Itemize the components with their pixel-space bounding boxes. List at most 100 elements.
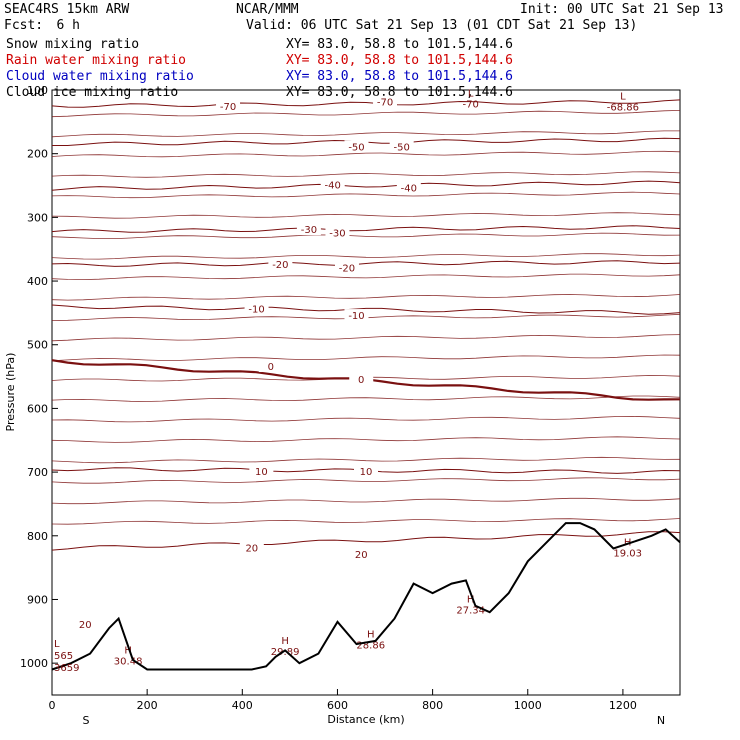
field-xy-1: XY= 83.0, 58.8 to 101.5,144.6 — [286, 53, 513, 68]
contour-line-minor — [51, 294, 681, 301]
y-tick-label: 800 — [27, 530, 48, 543]
x-tick-label: 1000 — [514, 699, 542, 712]
contour-line-m70 — [51, 99, 681, 108]
contour-line-minor — [51, 171, 681, 178]
north-label: N — [657, 714, 665, 727]
contour-label: -50 — [348, 142, 364, 153]
contour-label: -10 — [348, 311, 364, 322]
x-tick-label: 200 — [137, 699, 158, 712]
contour-label-bg — [73, 617, 98, 630]
header-init: Init: 00 UTC Sat 21 Sep 13 — [520, 2, 724, 17]
y-tick-label: 100 — [27, 84, 48, 97]
contour-line-minor — [51, 130, 680, 138]
field-name-3: Cloud ice mixing ratio — [6, 85, 178, 100]
contour-line-minor — [51, 253, 681, 260]
y-tick-label: 300 — [27, 211, 48, 224]
contour-label: -40 — [401, 184, 417, 195]
contour-label: 20 — [79, 620, 92, 631]
contour-label-bg — [334, 261, 359, 274]
contour-label-bg — [258, 360, 283, 373]
extremum-value: -70 — [462, 99, 478, 110]
field-legend: Snow mixing ratio XY= 83.0, 58.8 to 101.5… — [6, 37, 513, 100]
contour-line-minor — [51, 415, 681, 423]
south-label: S — [83, 714, 90, 727]
contour-label: -20 — [339, 263, 355, 274]
field-xy-0: XY= 83.0, 58.8 to 101.5,144.6 — [286, 37, 513, 52]
contour-line-m40 — [51, 180, 681, 191]
contour-line-minor — [51, 477, 681, 484]
header-fcst-value: 6 h — [57, 18, 80, 33]
y-tick-label: 900 — [27, 593, 48, 606]
extremum-type: H — [467, 595, 475, 606]
contour-label: -70 — [377, 98, 393, 109]
contour-line-minor — [51, 212, 681, 219]
contour-label: 0 — [358, 375, 364, 386]
extremum-value: 30.48 — [114, 657, 143, 668]
x-tick-label: 800 — [422, 699, 443, 712]
contour-label-bg — [354, 465, 378, 478]
contour-line-20 — [51, 531, 681, 551]
contour-line-minor — [51, 436, 681, 443]
contour-label-bg — [296, 223, 321, 236]
contour-line-m10 — [51, 304, 681, 315]
left-edge-label: 3659 — [54, 663, 79, 674]
contour-line-minor — [51, 273, 681, 281]
contour-label-bg — [216, 100, 241, 113]
contour-line-minor — [51, 110, 681, 118]
contour-label: 20 — [245, 544, 258, 555]
contour-label-bg — [325, 226, 350, 239]
contour-label-bg — [389, 140, 414, 153]
contour-line-minor — [51, 191, 681, 199]
y-tick-label: 1000 — [20, 657, 48, 670]
contour-label: 0 — [268, 362, 274, 373]
contour-label-bg — [344, 140, 369, 153]
field-name-2: Cloud water mixing ratio — [6, 69, 194, 84]
contour-label-bg — [349, 372, 374, 385]
contour-label-bg — [373, 95, 398, 108]
contour-label-bg — [349, 547, 374, 560]
contour-label: 10 — [360, 467, 373, 478]
contour-line-minor — [51, 395, 681, 402]
y-tick-label: 200 — [27, 148, 48, 161]
extremum-value: -68.86 — [607, 103, 639, 114]
extremum-type: L — [468, 88, 474, 99]
y-axis-label: Pressure (hPa) — [4, 353, 17, 432]
contour-label-bg — [344, 309, 369, 322]
extremum-value: 19.03 — [613, 548, 642, 559]
extremum-value: 29.89 — [271, 647, 300, 658]
y-tick-label: 600 — [27, 402, 48, 415]
x-tick-label: 400 — [232, 699, 253, 712]
contour-line-minor — [51, 354, 681, 362]
contour-line-minor — [51, 497, 681, 505]
extremum-value: 27.34 — [456, 606, 485, 617]
contour-label: -30 — [329, 228, 345, 239]
contour-label: 20 — [355, 550, 368, 561]
left-edge-label: L — [54, 639, 60, 650]
contour-label: -40 — [325, 181, 341, 192]
x-tick-label: 0 — [49, 699, 56, 712]
y-tick-label: 500 — [27, 339, 48, 352]
contour-label-bg — [396, 181, 421, 194]
contour-label: -10 — [248, 305, 264, 316]
contour-line-minor — [51, 232, 681, 239]
contour-label: 10 — [255, 467, 268, 478]
contour-labels: -70 -70 -50 -50 -40 -40 -30 -30 -20 -20 -10 -10 0 0 10… — [73, 95, 421, 631]
extremum-type: H — [281, 636, 289, 647]
contour-label-bg — [244, 302, 269, 315]
field-xy-3: XY= 83.0, 58.8 to 101.5,144.6 — [286, 85, 513, 100]
field-name-0: Snow mixing ratio — [6, 37, 139, 52]
extremum-type: L — [620, 92, 626, 103]
contour-line-minor — [51, 150, 681, 158]
field-name-1: Rain water mixing ratio — [6, 53, 186, 68]
contour-label: -50 — [394, 142, 410, 153]
header-org: NCAR/MMM — [236, 2, 299, 17]
field-xy-2: XY= 83.0, 58.8 to 101.5,144.6 — [286, 69, 513, 84]
contour-line-m20 — [51, 260, 681, 267]
extrema-labels: H30.48H29.89H28.86H27.34H19.03L-68.86L-7… — [114, 88, 642, 667]
contour-line-minor — [51, 456, 681, 464]
extremum-value: 28.86 — [356, 641, 385, 652]
contour-label-bg — [239, 541, 264, 554]
contour-label-bg — [320, 178, 345, 191]
y-axis-ticks: 100 200 300 400 500 600 700 800 900 1000 — [20, 84, 58, 670]
